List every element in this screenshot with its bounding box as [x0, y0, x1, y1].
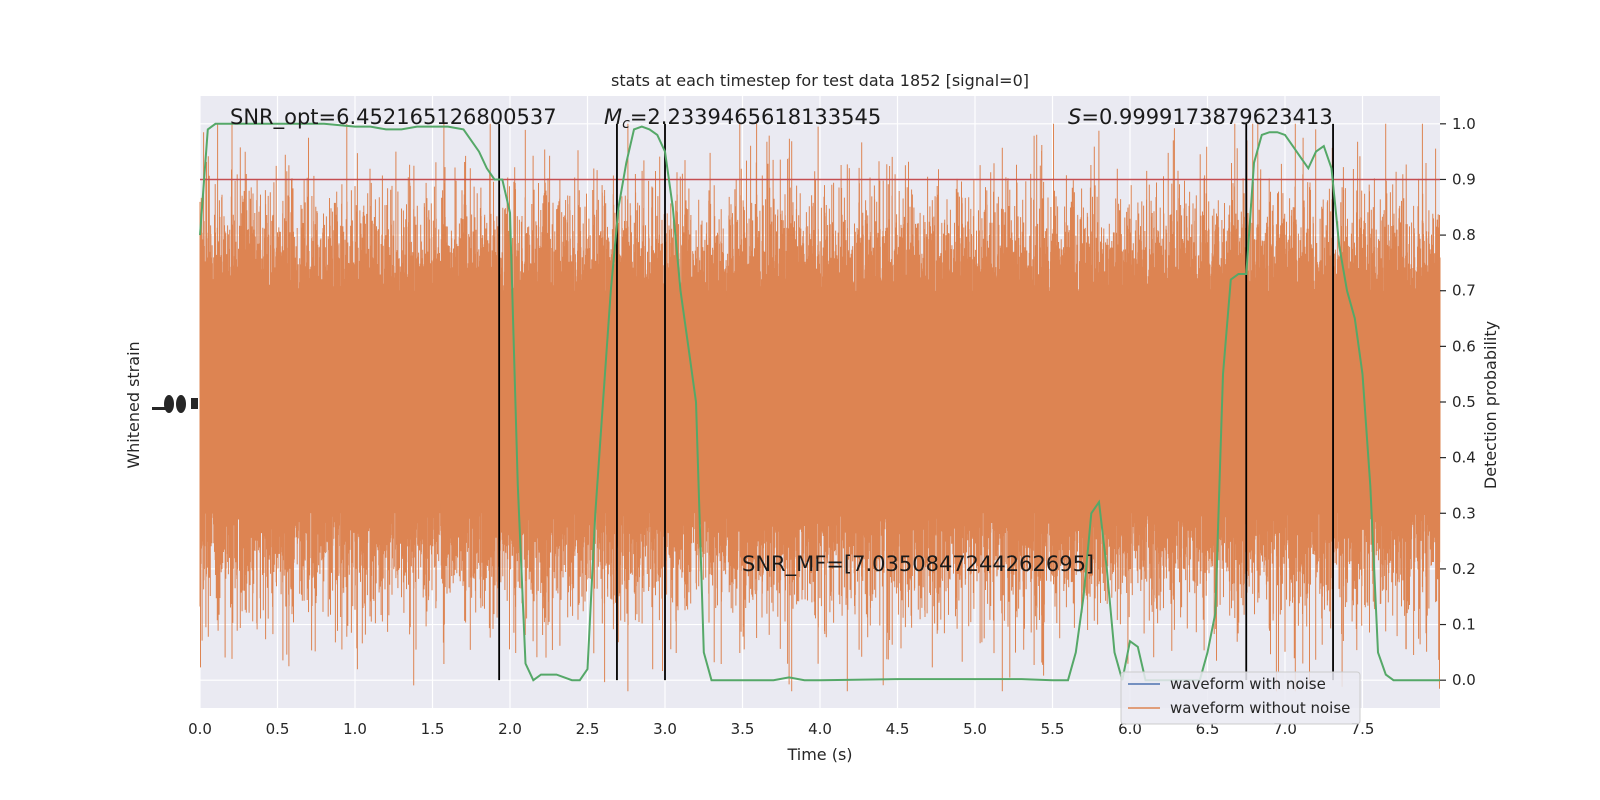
x-tick-label: 0.5 — [266, 720, 290, 738]
y-tick-label: 0.0 — [1452, 671, 1476, 689]
probability-line — [199, 122, 1440, 682]
s-annotation: S=0.9999173879623413 — [1068, 105, 1333, 129]
overlap-tick-mark — [164, 395, 174, 413]
waveform-without-noise-trace — [199, 123, 1441, 692]
x-tick-label: 1.0 — [343, 720, 367, 738]
chart-title: stats at each timestep for test data 185… — [611, 71, 1029, 90]
noise-spikes — [199, 123, 1441, 692]
right-y-axis-ticks: 0.0 0.1 0.2 0.3 0.4 0.5 0.6 0.7 0.8 0.9 1.0 — [1440, 115, 1476, 689]
overlap-tick-mark — [176, 395, 186, 413]
legend: waveform with noise waveform without noi… — [1120, 671, 1361, 725]
x-axis-label: Time (s) — [786, 745, 852, 764]
right-y-axis-label: Detection probability — [1481, 321, 1500, 489]
x-tick-label: 4.0 — [808, 720, 832, 738]
x-tick-label: 2.0 — [498, 720, 522, 738]
chirp-mass-annotation: Mc=2.2339465618133545 — [604, 105, 881, 132]
s-symbol: S — [1068, 105, 1081, 129]
x-tick-label: 3.0 — [653, 720, 677, 738]
mc-symbol: M — [604, 105, 622, 129]
s-value: =0.9999173879623413 — [1081, 105, 1332, 129]
x-tick-label: 5.0 — [963, 720, 987, 738]
y-tick-label: 0.4 — [1452, 449, 1476, 467]
overlap-tick-mark — [191, 398, 198, 409]
x-tick-label: 0.0 — [188, 720, 212, 738]
legend-label-with-noise: waveform with noise — [1170, 675, 1326, 693]
x-tick-label: 1.5 — [421, 720, 445, 738]
y-tick-label: 0.9 — [1452, 170, 1476, 188]
left-y-axis-label: Whitened strain — [124, 341, 143, 468]
mc-value: =2.2339465618133545 — [630, 105, 881, 129]
y-tick-label: 0.6 — [1452, 337, 1476, 355]
x-tick-label: 5.5 — [1041, 720, 1065, 738]
y-tick-label: 0.3 — [1452, 504, 1476, 522]
detection-probability-curve — [199, 122, 1440, 682]
y-tick-label: 1.0 — [1452, 115, 1476, 133]
y-tick-label: 0.7 — [1452, 282, 1476, 300]
y-tick-label: 0.1 — [1452, 616, 1476, 634]
legend-label-without-noise: waveform without noise — [1170, 699, 1350, 717]
snr-opt-annotation: SNR_opt=6.452165126800537 — [230, 105, 557, 130]
y-tick-label: 0.5 — [1452, 393, 1476, 411]
x-tick-label: 2.5 — [576, 720, 600, 738]
left-axis-overlapping-ticks — [152, 395, 198, 413]
legend-box — [1120, 671, 1361, 725]
y-tick-label: 0.8 — [1452, 226, 1476, 244]
x-tick-label: 3.5 — [731, 720, 755, 738]
mc-subscript: c — [622, 116, 630, 132]
overlap-tick-mark — [152, 407, 166, 410]
y-tick-label: 0.2 — [1452, 560, 1476, 578]
x-tick-label: 4.5 — [886, 720, 910, 738]
vertical-markers — [498, 123, 1334, 681]
snr-mf-annotation: SNR_MF=[7.0350847244262695] — [742, 552, 1094, 577]
